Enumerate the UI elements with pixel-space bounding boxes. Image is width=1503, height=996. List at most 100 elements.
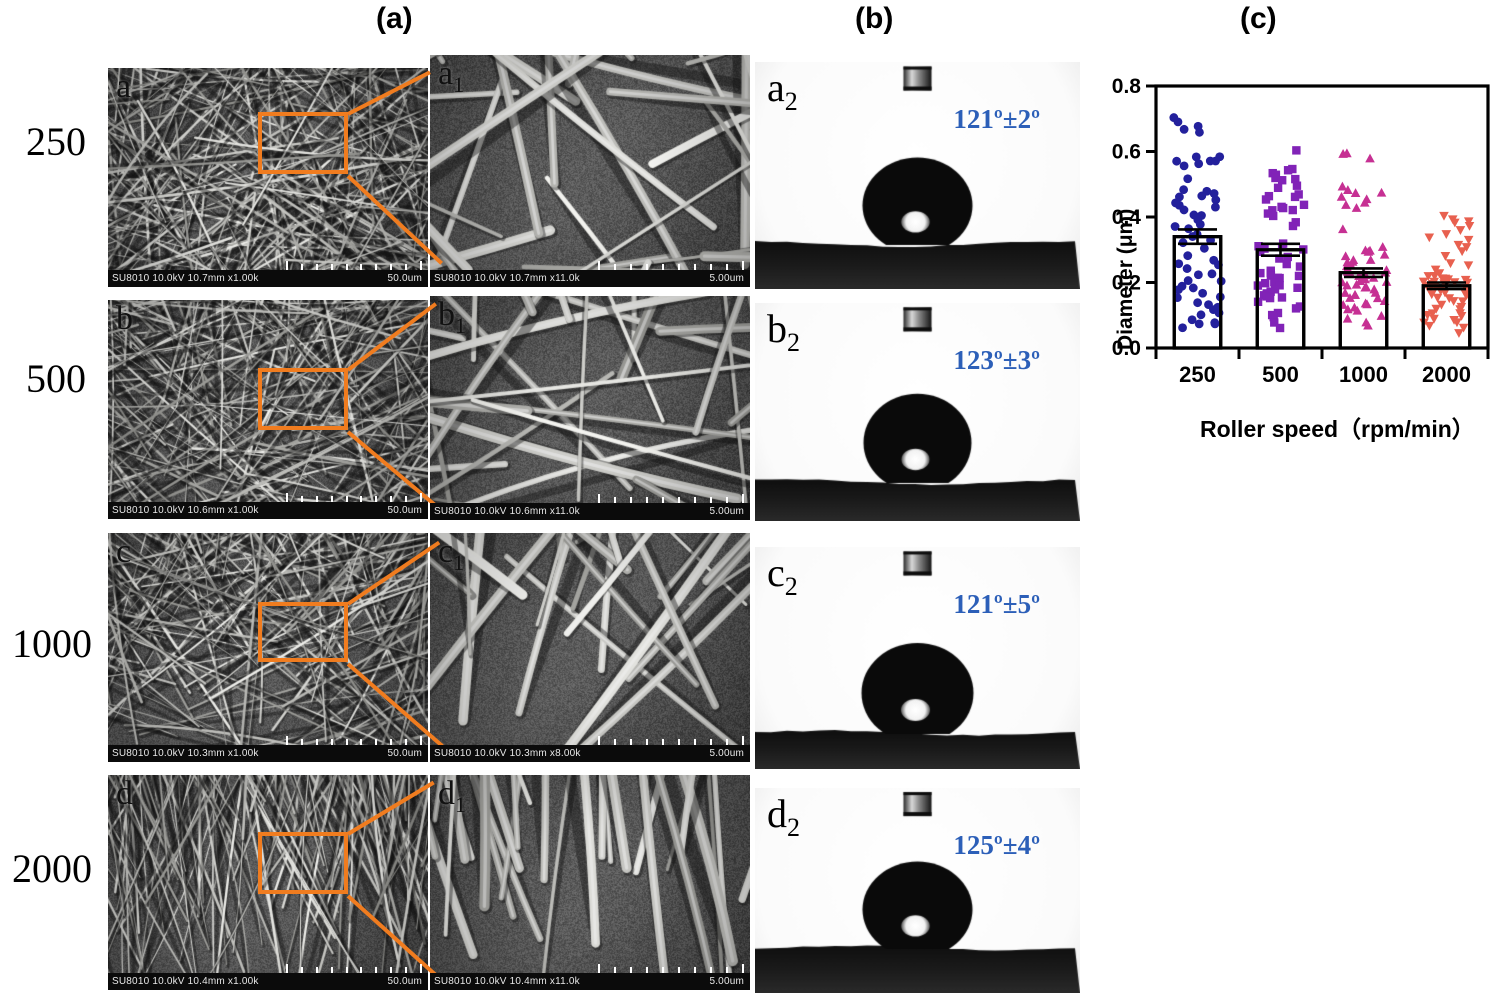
chart-data-point [1265,293,1275,303]
sem-image-high-mag-c1: c1 SU8010 10.0kV 10.3mm x8.00k 5.00um [430,533,750,762]
chart-data-point [1211,195,1221,205]
sem-infobar: SU8010 10.0kV 10.4mm x11.0k 5.00um [430,973,750,990]
chart-data-point [1170,222,1180,231]
chart-data-point [1379,249,1390,259]
row-label-500: 500 [26,356,86,401]
chart-data-point [1439,211,1449,221]
chart-data-point [1207,269,1217,279]
sem-tag-a: a [116,68,132,105]
chart-data-point [1277,176,1287,185]
chart-data-point [1424,233,1435,243]
sem-infobar: SU8010 10.0kV 10.7mm x11.0k 5.00um [430,270,750,287]
chart-data-point [1268,206,1277,215]
chart-data-point [1338,149,1348,158]
chart-data-point [1171,198,1180,208]
contact-angle-value-c2: 121º±5º [953,589,1040,619]
chart-data-point [1197,191,1207,201]
chart-data-point [1455,226,1466,235]
sem-tag-c1: c1 [438,533,465,575]
chart-data-point [1292,181,1302,190]
chart-data-point [1462,278,1473,288]
scale-ruler [286,964,422,973]
chart-data-point [1254,242,1263,251]
sem-scale-value: 50.0um [387,273,422,284]
row-label-2000: 2000 [12,846,92,891]
chart-data-point [1263,209,1273,218]
chart-data-point [1275,281,1284,290]
chart-data-point [1440,252,1451,261]
chart-data-point [1291,304,1301,313]
sem-info-text: SU8010 10.0kV 10.3mm x8.00k [434,748,581,759]
panel-letter-b: (b) [855,2,894,35]
scale-ruler [598,964,744,973]
chart-data-point [1429,314,1439,324]
chart-y-tick-label: 0.6 [1112,141,1141,164]
chart-data-point [1340,251,1351,261]
contact-angle-tag-b2: b2 [767,306,800,357]
row-label-250: 250 [26,119,86,164]
chart-data-point [1290,192,1300,202]
chart-data-point [1434,269,1445,279]
chart-data-point [1450,218,1460,228]
chart-data-point [1453,240,1464,250]
chart-data-point [1195,219,1205,229]
sem-infobar: SU8010 10.0kV 10.3mm x1.00k 50.0um [108,745,428,762]
chart-error-bar-500 [1260,242,1301,257]
scale-ruler [598,736,744,745]
chart-data-point [1456,311,1467,321]
chart-data-point [1341,200,1351,209]
chart-x-axis-label: Roller speed（rpm/min） [1200,416,1475,442]
chart-data-point [1194,319,1204,329]
chart-data-point [1350,188,1361,197]
chart-data-point [1198,288,1208,298]
chart-data-point [1210,319,1220,329]
chart-data-point [1463,235,1474,245]
chart-data-point [1273,183,1283,193]
sem-scale-value: 50.0um [387,748,422,759]
contact-angle-tag-a2: a2 [767,65,798,116]
sem-tag-a1: a1 [438,55,465,97]
chart-data-point [1340,288,1350,297]
contact-angle-value-a2: 121º±2º [953,104,1040,134]
chart-data-point [1359,197,1370,207]
chart-data-point [1360,274,1370,284]
chart-data-point [1292,146,1301,155]
chart-data-point [1432,293,1443,303]
chart-data-point [1458,323,1469,333]
chart-data-point [1343,185,1353,194]
diameter-bar-chart: Diameter (μm) Roller speed（rpm/min） 0.0 0… [1090,60,1500,450]
chart-error-bar-1000 [1343,267,1384,279]
chart-data-point [1273,308,1283,318]
zoom-region-box-d [258,832,348,894]
chart-data-point [1283,166,1293,175]
chart-x-tick-label: 1000 [1339,362,1388,387]
scale-ruler [598,261,744,270]
chart-data-point [1423,272,1434,281]
chart-data-point [1440,288,1450,298]
chart-data-point [1440,274,1451,284]
contact-angle-image-c2: c2 121º±5º [755,547,1080,769]
chart-data-point [1194,159,1204,169]
chart-data-point [1266,271,1276,280]
chart-data-point [1179,205,1189,215]
chart-data-point [1365,255,1376,264]
chart-data-point [1288,205,1297,215]
chart-data-point [1338,224,1348,234]
chart-data-point [1283,252,1292,262]
chart-data-point [1179,124,1189,134]
chart-data-point [1363,320,1373,330]
chart-scatter-500 [1253,146,1309,333]
chart-data-point [1350,290,1360,299]
chart-data-point [1270,318,1279,327]
chart-data-point [1277,202,1286,212]
chart-data-point [1261,195,1271,204]
chart-data-point [1424,321,1435,331]
chart-data-point [1345,293,1355,302]
chart-data-point [1431,304,1442,314]
sem-tag-b1: b1 [438,296,466,338]
sem-info-text: SU8010 10.0kV 10.6mm x11.0k [434,506,580,517]
chart-data-point [1294,271,1304,281]
chart-data-point [1191,152,1201,162]
chart-x-tick-label: 250 [1179,362,1216,387]
sem-image-low-mag-b: b SU8010 10.0kV 10.6mm x1.00k 50.0um [108,300,428,519]
